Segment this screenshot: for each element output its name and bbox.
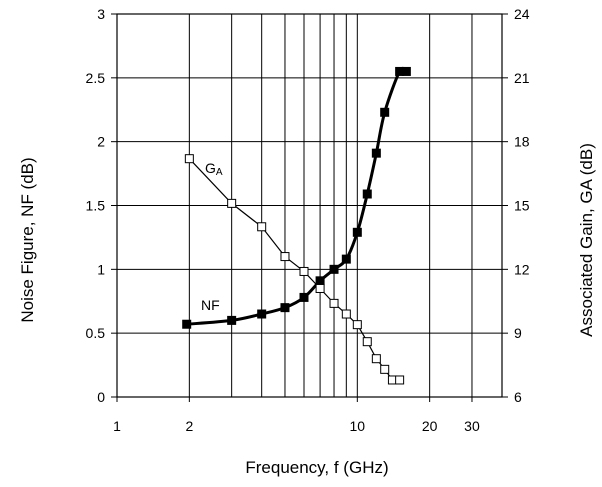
left-y-tick-label: 0 <box>97 389 105 405</box>
left-y-axis-label: Noise Figure, NF (dB) <box>18 157 37 322</box>
nf-data-point <box>341 254 351 264</box>
ga-data-point <box>371 354 381 364</box>
nf-series-line <box>186 66 408 326</box>
ga-data-point <box>184 154 194 164</box>
left-y-tick-label: 1.5 <box>86 198 106 214</box>
ga-data-point <box>352 320 362 330</box>
left-y-tick-label: 0.5 <box>86 325 106 341</box>
right-y-tick-label: 9 <box>514 325 522 341</box>
right-y-tick-label: 12 <box>514 261 530 277</box>
nf-data-point <box>227 315 237 325</box>
right-y-tick-label: 15 <box>514 198 530 214</box>
nf-data-point <box>401 66 411 76</box>
x-tick-label: 10 <box>350 418 366 434</box>
ga-data-point <box>227 198 237 208</box>
x-tick-label: 30 <box>464 418 480 434</box>
ga-data-point <box>341 309 351 319</box>
ga-label-sub: A <box>216 167 223 178</box>
ga-data-point <box>329 298 339 308</box>
right-y-tick-label: 24 <box>514 6 530 22</box>
x-axis-ticks: 1 2 10 20 30 <box>113 397 480 434</box>
nf-data-point <box>329 264 339 274</box>
left-y-tick-label: 2.5 <box>86 70 106 86</box>
series-layer <box>182 66 411 385</box>
ga-series-label: GA <box>205 160 223 178</box>
right-y-tick-label: 21 <box>514 70 530 86</box>
ga-data-point <box>299 266 309 276</box>
ga-data-point <box>315 283 325 293</box>
ga-label-main: G <box>205 160 216 176</box>
nf-series-label: NF <box>201 297 220 313</box>
right-y-tick-label: 6 <box>514 389 522 405</box>
right-y-axis-ticks: 6 9 12 15 18 21 24 <box>502 6 530 405</box>
nf-data-point <box>315 276 325 286</box>
grid-lines <box>117 14 502 397</box>
x-tick-label: 1 <box>113 418 121 434</box>
nf-data-point <box>299 292 309 302</box>
nf-data-point <box>362 189 372 199</box>
x-tick-label: 2 <box>185 418 193 434</box>
nf-data-point <box>182 319 192 329</box>
nf-data-point <box>371 148 381 158</box>
x-axis-label: Frequency, f (GHz) <box>245 458 388 477</box>
left-y-tick-label: 1 <box>97 261 105 277</box>
ga-data-point <box>380 364 390 374</box>
x-tick-label: 20 <box>422 418 438 434</box>
ga-data-point <box>257 222 267 232</box>
ga-data-point <box>395 375 405 385</box>
nf-data-point <box>280 303 290 313</box>
left-y-tick-label: 3 <box>97 6 105 22</box>
nf-data-point <box>352 227 362 237</box>
nf-data-point <box>257 309 267 319</box>
ga-data-point <box>280 252 290 262</box>
right-y-axis-label: Associated Gain, GA (dB) <box>577 143 596 337</box>
right-y-tick-label: 18 <box>514 134 530 150</box>
nf-data-point <box>380 107 390 117</box>
left-y-tick-label: 2 <box>97 134 105 150</box>
ga-data-point <box>362 337 372 347</box>
left-y-axis-ticks: 0 0.5 1 1.5 2 2.5 3 <box>86 6 117 405</box>
